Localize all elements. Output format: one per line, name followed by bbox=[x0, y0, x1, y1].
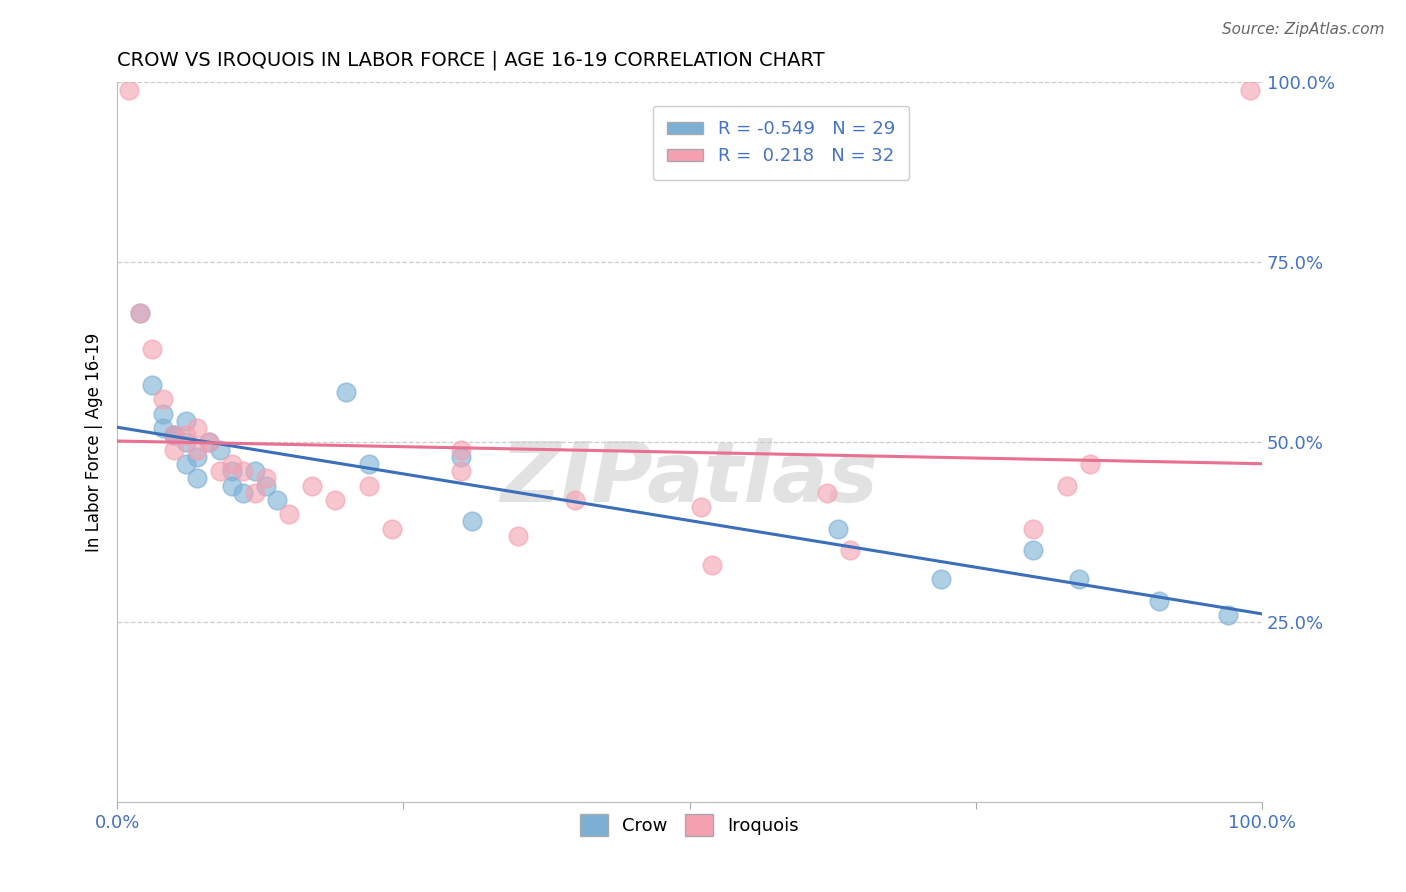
Point bbox=[232, 485, 254, 500]
Text: ZIPatlas: ZIPatlas bbox=[501, 438, 879, 519]
Point bbox=[1147, 593, 1170, 607]
Point bbox=[174, 457, 197, 471]
Point bbox=[1056, 478, 1078, 492]
Point bbox=[266, 492, 288, 507]
Point bbox=[1022, 522, 1045, 536]
Point bbox=[221, 478, 243, 492]
Point bbox=[186, 471, 208, 485]
Point bbox=[1022, 543, 1045, 558]
Point bbox=[1216, 608, 1239, 623]
Point bbox=[163, 428, 186, 442]
Point bbox=[254, 478, 277, 492]
Point bbox=[827, 522, 849, 536]
Point bbox=[381, 522, 404, 536]
Point bbox=[357, 457, 380, 471]
Point bbox=[152, 392, 174, 406]
Point bbox=[301, 478, 323, 492]
Point bbox=[450, 442, 472, 457]
Point bbox=[174, 414, 197, 428]
Point bbox=[197, 435, 219, 450]
Legend: Crow, Iroquois: Crow, Iroquois bbox=[574, 807, 806, 844]
Point bbox=[815, 485, 838, 500]
Text: Source: ZipAtlas.com: Source: ZipAtlas.com bbox=[1222, 22, 1385, 37]
Point bbox=[254, 471, 277, 485]
Point bbox=[838, 543, 860, 558]
Point bbox=[690, 500, 713, 514]
Point bbox=[174, 428, 197, 442]
Point bbox=[450, 464, 472, 478]
Point bbox=[141, 377, 163, 392]
Point bbox=[702, 558, 724, 572]
Point bbox=[335, 384, 357, 399]
Point bbox=[221, 464, 243, 478]
Text: CROW VS IROQUOIS IN LABOR FORCE | AGE 16-19 CORRELATION CHART: CROW VS IROQUOIS IN LABOR FORCE | AGE 16… bbox=[117, 51, 825, 70]
Point bbox=[209, 464, 232, 478]
Point bbox=[277, 508, 299, 522]
Point bbox=[323, 492, 346, 507]
Point bbox=[197, 435, 219, 450]
Point bbox=[1239, 82, 1261, 96]
Point bbox=[163, 428, 186, 442]
Point bbox=[1067, 572, 1090, 586]
Point bbox=[232, 464, 254, 478]
Point bbox=[243, 485, 266, 500]
Point bbox=[117, 82, 139, 96]
Point bbox=[1078, 457, 1101, 471]
Point bbox=[461, 515, 484, 529]
Point bbox=[163, 442, 186, 457]
Point bbox=[221, 457, 243, 471]
Point bbox=[186, 421, 208, 435]
Point bbox=[564, 492, 586, 507]
Point bbox=[129, 306, 152, 320]
Point bbox=[209, 442, 232, 457]
Point bbox=[506, 529, 529, 543]
Y-axis label: In Labor Force | Age 16-19: In Labor Force | Age 16-19 bbox=[86, 333, 103, 552]
Point bbox=[450, 450, 472, 464]
Point bbox=[243, 464, 266, 478]
Point bbox=[152, 407, 174, 421]
Point bbox=[174, 435, 197, 450]
Point bbox=[152, 421, 174, 435]
Point bbox=[129, 306, 152, 320]
Point bbox=[186, 442, 208, 457]
Point bbox=[163, 428, 186, 442]
Point bbox=[357, 478, 380, 492]
Point bbox=[141, 342, 163, 356]
Point bbox=[186, 450, 208, 464]
Point bbox=[931, 572, 953, 586]
